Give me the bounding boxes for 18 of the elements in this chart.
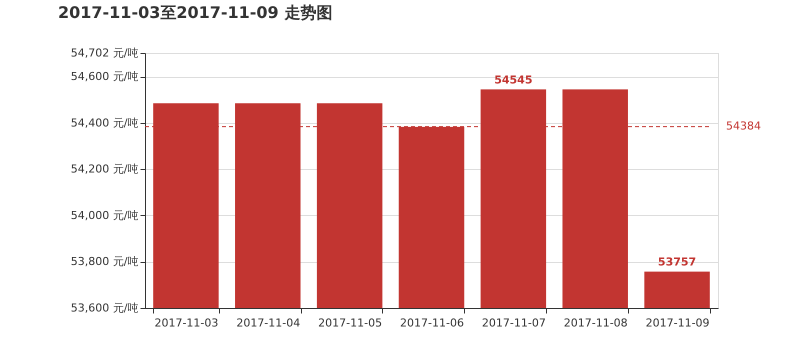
y-tick-label: 54,400 元/吨 xyxy=(70,116,138,130)
x-tick-label: 2017-11-03 xyxy=(154,316,218,330)
annotation: 53757 xyxy=(658,256,696,269)
x-tick-label: 2017-11-09 xyxy=(646,316,710,330)
annotation: 54545 xyxy=(494,73,532,86)
x-tick-label: 2017-11-07 xyxy=(482,316,546,330)
y-tick-label: 53,800 元/吨 xyxy=(70,255,138,268)
y-tick-label: 54,600 元/吨 xyxy=(70,70,138,84)
chart-title: 2017-11-03至2017-11-09 走势图 xyxy=(58,3,332,22)
x-tick-label: 2017-11-05 xyxy=(318,316,382,330)
y-tick-label: 53,600 元/吨 xyxy=(70,302,138,314)
ref-line-label: 54384 xyxy=(726,120,761,133)
x-tick-label: 2017-11-08 xyxy=(564,316,628,330)
y-tick-label: 54,702 元/吨 xyxy=(70,46,138,60)
x-tick-label: 2017-11-04 xyxy=(236,316,300,330)
x-tick-label: 2017-11-06 xyxy=(400,316,464,330)
y-tick-label: 54,200 元/吨 xyxy=(70,162,138,176)
y-tick-label: 54,000 元/吨 xyxy=(70,208,138,222)
